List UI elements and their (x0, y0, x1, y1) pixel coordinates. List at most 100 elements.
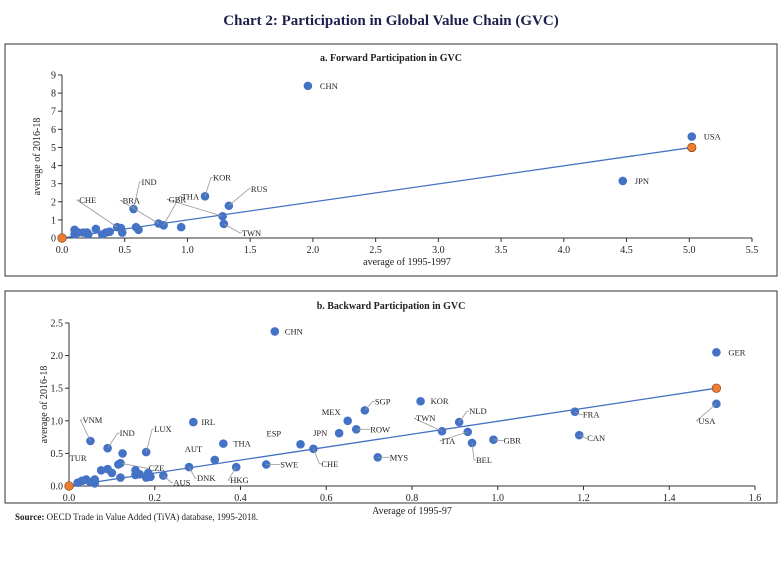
x-tick-label: 0.0 (56, 245, 69, 256)
leader-line (163, 195, 182, 226)
y-tick-label: 2.5 (51, 319, 64, 330)
panel-title: a. Forward Participation in GVC (320, 53, 462, 64)
x-tick-label: 1.4 (663, 493, 676, 504)
y-axis-label: average of 2016-18 (32, 118, 43, 196)
panel-a-frame (4, 43, 778, 277)
point-label: GBR (503, 436, 521, 446)
y-tick-label: 1.5 (51, 384, 64, 395)
point-label: CAN (587, 433, 605, 443)
y-tick-label: 1.0 (51, 416, 64, 427)
data-point (118, 449, 127, 458)
x-tick-label: 1.0 (492, 493, 505, 504)
point-label: IRL (201, 417, 215, 427)
point-tha (219, 439, 228, 448)
point-label: DNK (197, 473, 216, 483)
leader-line (228, 188, 251, 207)
data-point (134, 225, 143, 235)
y-tick-label: 1 (51, 215, 56, 226)
data-point (176, 222, 186, 232)
point-esp (296, 439, 305, 449)
point-label: BEL (476, 455, 492, 465)
data-point (135, 469, 145, 479)
leader-line (107, 432, 120, 449)
point-ind (103, 443, 112, 453)
leader-line (313, 448, 322, 465)
x-tick-label: 5.0 (683, 245, 696, 256)
point-chn (270, 327, 280, 336)
source-text: OECD Trade in Value Added (TiVA) databas… (44, 512, 258, 522)
point-label: GBR (169, 194, 187, 204)
figure-title: Chart 2: Participation in Global Value C… (223, 13, 558, 29)
x-tick-label: 5.5 (746, 245, 759, 256)
x-tick-label: 4.0 (558, 245, 571, 256)
point-label: THA (182, 191, 200, 201)
leader-line (223, 223, 242, 234)
leader-line (364, 400, 375, 411)
data-point (91, 224, 101, 234)
point-label: LUX (154, 424, 171, 434)
point-label: CHN (320, 81, 338, 91)
highlight-point (64, 481, 74, 491)
point-label: SGP (375, 396, 391, 406)
point-label: VNM (82, 415, 102, 425)
point-label: USA (704, 132, 722, 142)
point-label: KOR (213, 172, 231, 182)
data-point (107, 468, 117, 478)
y-tick-label: 8 (51, 89, 56, 100)
point-aut (210, 455, 220, 465)
source-label: Source: (15, 512, 44, 522)
y-tick-label: 6 (51, 125, 56, 136)
leader-line (188, 466, 198, 479)
leader-line (133, 181, 142, 210)
leader-line (79, 419, 91, 442)
trend-line (68, 387, 717, 487)
data-point (114, 460, 123, 469)
point-label: TWN (242, 228, 261, 238)
y-tick-label: 4 (51, 161, 56, 172)
point-label: FRA (583, 410, 600, 420)
point-label: CHE (79, 195, 96, 205)
y-tick-label: 0 (51, 234, 56, 245)
y-axis-label: average of 2016-18 (39, 366, 50, 444)
leader-line (75, 199, 118, 228)
point-label: IND (142, 177, 157, 187)
leader-line (471, 442, 477, 461)
panel-title: b. Backward Participation in GVC (317, 301, 466, 312)
y-tick-label: 0.0 (51, 482, 64, 493)
point-label: GER (728, 347, 745, 357)
point-label: USA (698, 416, 716, 426)
point-label: NLD (469, 406, 486, 416)
x-axis-label: Average of 1995-97 (372, 506, 452, 517)
y-tick-label: 0.5 (51, 449, 64, 460)
x-tick-label: 0.8 (406, 493, 419, 504)
data-point (73, 478, 82, 488)
x-tick-label: 0.4 (234, 493, 247, 504)
point-label: CZE (148, 463, 164, 473)
point-label: MYS (390, 452, 409, 462)
x-tick-label: 0.6 (320, 493, 333, 504)
x-tick-label: 4.5 (620, 245, 633, 256)
point-jpn (618, 176, 628, 186)
point-label: CHN (285, 326, 303, 336)
leader-line (204, 176, 214, 197)
y-tick-label: 5 (51, 143, 56, 154)
panel-a: a. Forward Participation in GVC 0.0 0.5 1.0… (32, 53, 758, 268)
x-tick-label: 0.2 (149, 493, 162, 504)
leader-line (439, 431, 468, 442)
y-tick-label: 7 (51, 107, 56, 118)
x-tick-label: 2.0 (307, 245, 320, 256)
point-label: IND (120, 428, 135, 438)
highlight-point (711, 383, 722, 393)
panel-b: b. Backward Participation in GVC 0.0 0.2 0.… (39, 301, 761, 517)
data-point (116, 473, 125, 482)
y-tick-label: 9 (51, 71, 56, 82)
point-irl (189, 417, 198, 427)
leader-line (119, 200, 159, 224)
x-tick-label: 1.5 (244, 245, 257, 256)
point-label: JPN (313, 428, 327, 438)
point-label: ITA (442, 436, 456, 446)
leader-line (163, 475, 174, 483)
x-axis-label: average of 1995-1997 (363, 257, 451, 268)
